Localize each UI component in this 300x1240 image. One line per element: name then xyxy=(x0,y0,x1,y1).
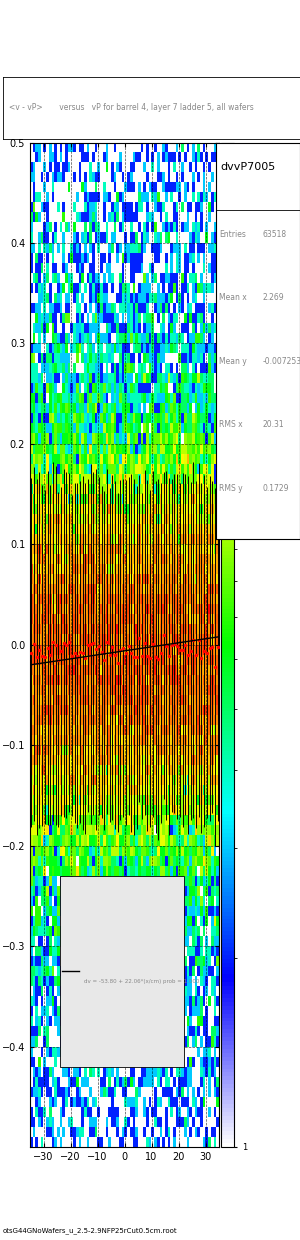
Point xyxy=(107,645,112,665)
Point xyxy=(37,640,42,660)
Point xyxy=(94,640,99,660)
Point xyxy=(175,636,179,656)
Point xyxy=(161,625,166,645)
Point xyxy=(40,646,45,666)
Text: otsG44GNoWafers_u_2.5-2.9NFP25rCut0.5cm.root: otsG44GNoWafers_u_2.5-2.9NFP25rCut0.5cm.… xyxy=(3,1228,178,1234)
Point xyxy=(142,632,147,652)
Text: -0.007253: -0.007253 xyxy=(262,357,300,366)
Point xyxy=(67,632,72,652)
Point xyxy=(134,647,139,667)
Point xyxy=(202,641,206,661)
Point xyxy=(34,647,39,667)
Point xyxy=(210,637,215,657)
Point xyxy=(148,649,153,668)
Point xyxy=(50,631,56,651)
Point xyxy=(91,634,96,653)
Point xyxy=(178,640,182,660)
Point xyxy=(83,649,88,668)
Point xyxy=(72,644,77,663)
Text: 2.269: 2.269 xyxy=(262,294,284,303)
Point xyxy=(88,634,93,653)
Point xyxy=(80,644,85,663)
Point xyxy=(99,642,104,662)
Point xyxy=(194,645,199,665)
Point xyxy=(188,641,193,661)
Point xyxy=(126,636,131,656)
Text: <v - vP>       versus   vP for barrel 4, layer 7 ladder 5, all wafers: <v - vP> versus vP for barrel 4, layer 7… xyxy=(9,103,254,113)
Point xyxy=(212,657,217,677)
Point xyxy=(118,640,123,660)
Point xyxy=(164,636,169,656)
Point xyxy=(129,644,134,663)
Point xyxy=(169,635,174,655)
Point xyxy=(180,640,185,660)
Text: Entries: Entries xyxy=(219,229,246,239)
Text: RMS x: RMS x xyxy=(219,420,243,429)
Text: 20.31: 20.31 xyxy=(262,420,284,429)
Point xyxy=(196,630,201,650)
Point xyxy=(153,647,158,667)
Text: dvvP7005: dvvP7005 xyxy=(220,162,275,172)
Point xyxy=(70,646,74,666)
Point xyxy=(102,651,107,671)
Text: dv = -53.80 + 22.06*(x/cm) prob = 1.000: dv = -53.80 + 22.06*(x/cm) prob = 1.000 xyxy=(84,978,200,983)
Text: RMS y: RMS y xyxy=(219,484,243,492)
Point xyxy=(97,636,101,656)
Point xyxy=(56,650,61,670)
Point xyxy=(140,646,145,666)
Point xyxy=(151,634,155,653)
Point xyxy=(53,636,58,656)
Point xyxy=(207,639,212,658)
Point xyxy=(45,639,50,658)
Point xyxy=(75,646,80,666)
Point xyxy=(64,635,69,655)
Point xyxy=(113,645,118,665)
Point xyxy=(137,629,142,649)
Point xyxy=(124,642,128,662)
Point xyxy=(145,646,150,666)
Point xyxy=(86,635,91,655)
Point xyxy=(77,642,82,662)
Point xyxy=(121,637,126,657)
Point xyxy=(131,647,136,667)
Text: 0.1729: 0.1729 xyxy=(262,484,289,492)
Point xyxy=(110,637,115,657)
Point xyxy=(156,650,161,670)
Point xyxy=(105,632,110,652)
Point xyxy=(199,649,204,668)
Point xyxy=(158,644,163,663)
Point xyxy=(185,645,190,665)
Text: Mean x: Mean x xyxy=(219,294,247,303)
Point xyxy=(191,630,196,650)
Point xyxy=(172,634,177,653)
Point xyxy=(167,646,172,666)
Point xyxy=(61,634,66,653)
Point xyxy=(205,642,209,662)
Point xyxy=(32,635,37,655)
Bar xyxy=(60,875,184,1066)
Point xyxy=(48,646,53,666)
Text: 63518: 63518 xyxy=(262,229,286,239)
Text: Mean y: Mean y xyxy=(219,357,247,366)
Point xyxy=(29,642,34,662)
Point xyxy=(43,647,47,667)
Point xyxy=(115,652,120,672)
Point xyxy=(59,641,64,661)
Point xyxy=(183,635,188,655)
Point xyxy=(215,637,220,657)
